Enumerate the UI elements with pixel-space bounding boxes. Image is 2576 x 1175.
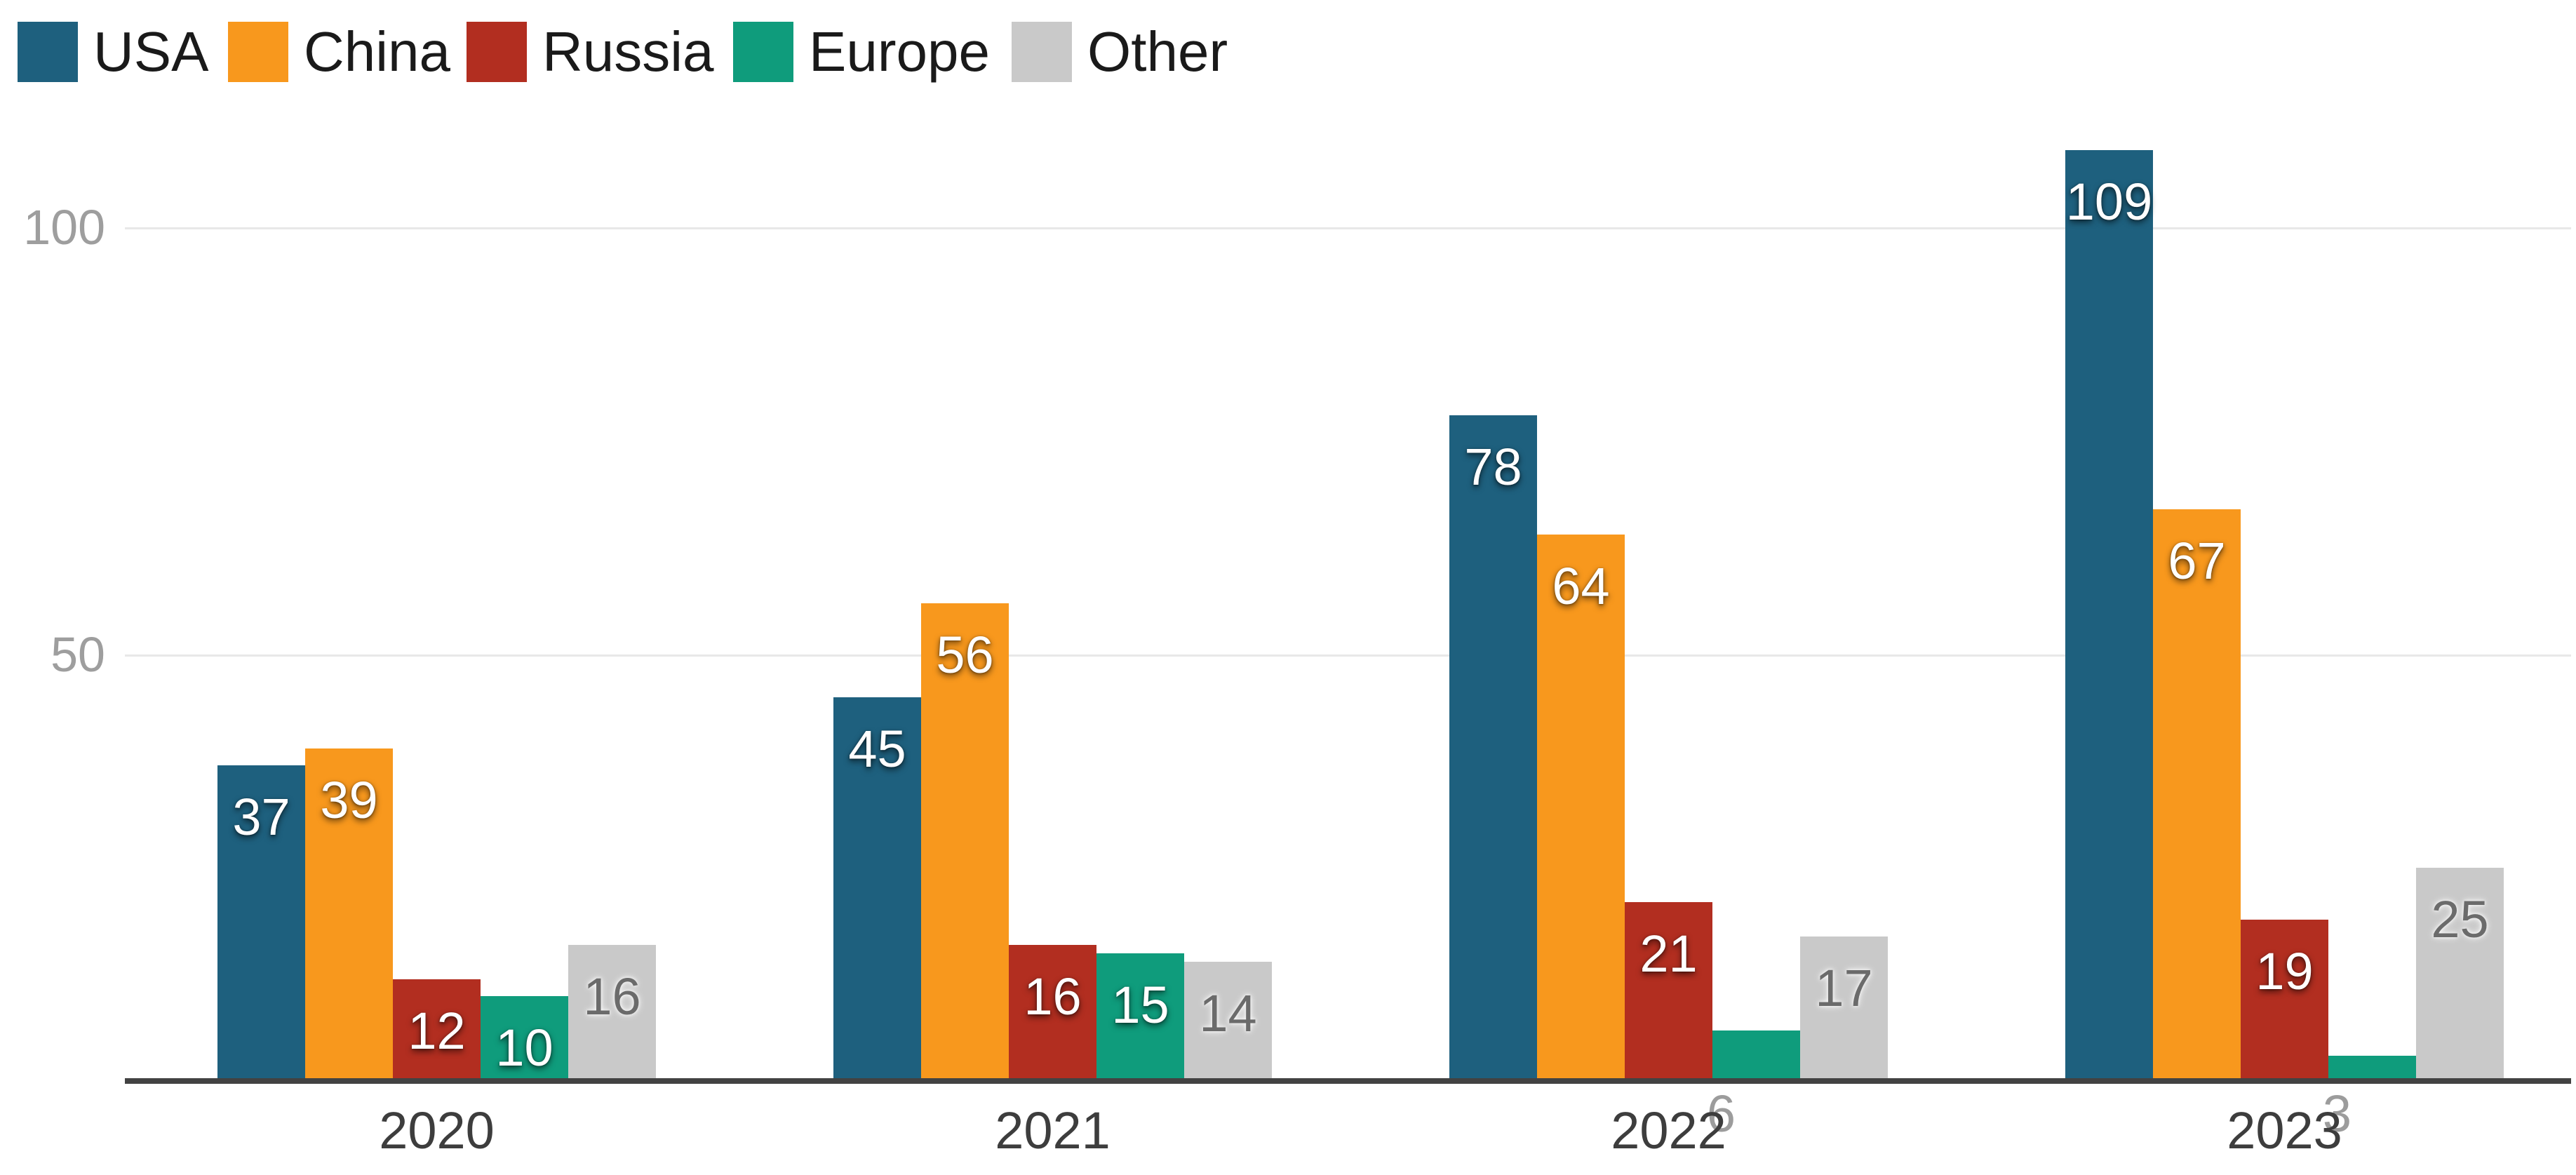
x-axis-line [125, 1078, 2571, 1084]
value-label-china-2020: 39 [320, 771, 378, 829]
legend-label: Other [1087, 20, 1228, 83]
value-label-usa-2022: 78 [1464, 438, 1522, 496]
legend-label: China [304, 20, 451, 83]
legend-item-usa: USA [18, 13, 209, 91]
legend-swatch-icon [467, 22, 527, 82]
bar-russia-2020[interactable] [393, 979, 481, 1082]
legend-swatch-icon [228, 22, 288, 82]
bar-china-2022[interactable] [1537, 535, 1625, 1082]
legend-item-other: Other [1012, 13, 1228, 91]
value-label-usa-2020: 37 [232, 788, 290, 846]
x-axis-category-label: 2021 [995, 1101, 1111, 1160]
bar-russia-2023[interactable] [2241, 920, 2328, 1082]
value-label-china-2023: 67 [2168, 532, 2226, 590]
value-label-china-2022: 64 [1552, 557, 1610, 615]
y-axis-tick-label: 50 [51, 627, 105, 682]
legend-swatch-icon [733, 22, 793, 82]
value-label-usa-2023: 109 [2065, 173, 2153, 231]
gridline-100 [125, 227, 2571, 229]
legend-label: Russia [542, 20, 714, 83]
x-axis-category-label: 2020 [379, 1101, 495, 1160]
bar-usa-2023[interactable] [2065, 150, 2153, 1082]
value-label-russia-2023: 19 [2255, 942, 2314, 1000]
value-label-other-2023: 25 [2431, 890, 2489, 948]
legend-item-china: China [228, 13, 450, 91]
bar-europe-2023[interactable] [2328, 1056, 2416, 1082]
y-axis-tick-label: 100 [23, 200, 105, 255]
value-label-europe-2020: 10 [495, 1019, 554, 1077]
value-label-russia-2020: 12 [408, 1002, 466, 1060]
value-label-europe-2022: 6 [1706, 1085, 1736, 1143]
bar-russia-2022[interactable] [1625, 902, 1712, 1082]
bar-china-2020[interactable] [305, 748, 393, 1082]
bar-europe-2021[interactable] [1096, 953, 1184, 1082]
gridline-50 [125, 654, 2571, 657]
legend-swatch-icon [18, 22, 78, 82]
value-label-china-2021: 56 [936, 626, 994, 684]
legend-item-europe: Europe [733, 13, 990, 91]
bar-china-2023[interactable] [2153, 509, 2241, 1082]
bar-europe-2020[interactable] [481, 996, 568, 1082]
value-label-other-2022: 17 [1815, 959, 1873, 1017]
legend-label: USA [93, 20, 209, 83]
bar-china-2021[interactable] [921, 603, 1009, 1082]
bar-usa-2022[interactable] [1449, 415, 1537, 1082]
value-label-europe-2021: 15 [1111, 976, 1169, 1034]
value-label-other-2020: 16 [583, 967, 641, 1026]
legend-label: Europe [809, 20, 990, 83]
value-label-usa-2021: 45 [848, 720, 906, 778]
bar-europe-2022[interactable] [1712, 1030, 1800, 1082]
value-label-russia-2022: 21 [1639, 925, 1698, 983]
value-label-russia-2021: 16 [1024, 967, 1082, 1026]
value-label-europe-2023: 3 [2322, 1085, 2352, 1143]
bar-russia-2021[interactable] [1009, 945, 1096, 1082]
bar-other-2020[interactable] [568, 945, 656, 1082]
bar-usa-2020[interactable] [217, 765, 305, 1082]
x-axis-category-label: 2022 [1611, 1101, 1726, 1160]
legend-swatch-icon [1012, 22, 1072, 82]
bar-other-2022[interactable] [1800, 936, 1888, 1082]
value-label-other-2021: 14 [1199, 984, 1257, 1042]
bar-other-2023[interactable] [2416, 868, 2504, 1082]
x-axis-category-label: 2023 [2227, 1101, 2342, 1160]
bar-other-2021[interactable] [1184, 962, 1272, 1082]
bar-usa-2021[interactable] [833, 697, 921, 1082]
legend-item-russia: Russia [467, 13, 714, 91]
